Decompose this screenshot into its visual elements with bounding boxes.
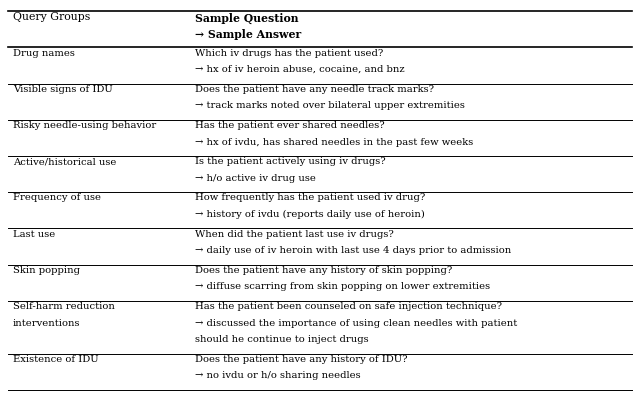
Text: Sample Question: Sample Question [195, 12, 299, 23]
Text: Does the patient have any needle track marks?: Does the patient have any needle track m… [195, 85, 434, 94]
Text: Last use: Last use [13, 230, 55, 239]
Text: → diffuse scarring from skin popping on lower extremities: → diffuse scarring from skin popping on … [195, 282, 490, 291]
Text: should he continue to inject drugs: should he continue to inject drugs [195, 335, 369, 344]
Text: Active/historical use: Active/historical use [13, 157, 116, 166]
Text: Frequency of use: Frequency of use [13, 193, 101, 202]
Text: Existence of IDU: Existence of IDU [13, 355, 99, 364]
Text: Has the patient been counseled on safe injection technique?: Has the patient been counseled on safe i… [195, 302, 502, 311]
Text: Visible signs of IDU: Visible signs of IDU [13, 85, 113, 94]
Text: → no ivdu or h/o sharing needles: → no ivdu or h/o sharing needles [195, 372, 361, 380]
Text: → discussed the importance of using clean needles with patient: → discussed the importance of using clea… [195, 319, 517, 328]
Text: → history of ivdu (reports daily use of heroin): → history of ivdu (reports daily use of … [195, 210, 425, 219]
Text: → h/o active iv drug use: → h/o active iv drug use [195, 174, 316, 183]
Text: → hx of ivdu, has shared needles in the past few weeks: → hx of ivdu, has shared needles in the … [195, 138, 474, 146]
Text: Risky needle-using behavior: Risky needle-using behavior [13, 121, 156, 130]
Text: How frequently has the patient used iv drug?: How frequently has the patient used iv d… [195, 193, 426, 202]
Text: Drug names: Drug names [13, 48, 75, 58]
Text: Skin popping: Skin popping [13, 266, 80, 275]
Text: Query Groups: Query Groups [13, 12, 90, 22]
Text: → daily use of iv heroin with last use 4 days prior to admission: → daily use of iv heroin with last use 4… [195, 246, 511, 255]
Text: Does the patient have any history of skin popping?: Does the patient have any history of ski… [195, 266, 452, 275]
Text: interventions: interventions [13, 319, 80, 328]
Text: → Sample Answer: → Sample Answer [195, 29, 301, 40]
Text: → hx of iv heroin abuse, cocaine, and bnz: → hx of iv heroin abuse, cocaine, and bn… [195, 65, 404, 74]
Text: → track marks noted over bilateral upper extremities: → track marks noted over bilateral upper… [195, 101, 465, 110]
Text: Has the patient ever shared needles?: Has the patient ever shared needles? [195, 121, 385, 130]
Text: When did the patient last use iv drugs?: When did the patient last use iv drugs? [195, 230, 394, 239]
Text: Which iv drugs has the patient used?: Which iv drugs has the patient used? [195, 48, 383, 58]
Text: Does the patient have any history of IDU?: Does the patient have any history of IDU… [195, 355, 408, 364]
Text: Is the patient actively using iv drugs?: Is the patient actively using iv drugs? [195, 157, 386, 166]
Text: Self-harm reduction: Self-harm reduction [13, 302, 115, 311]
